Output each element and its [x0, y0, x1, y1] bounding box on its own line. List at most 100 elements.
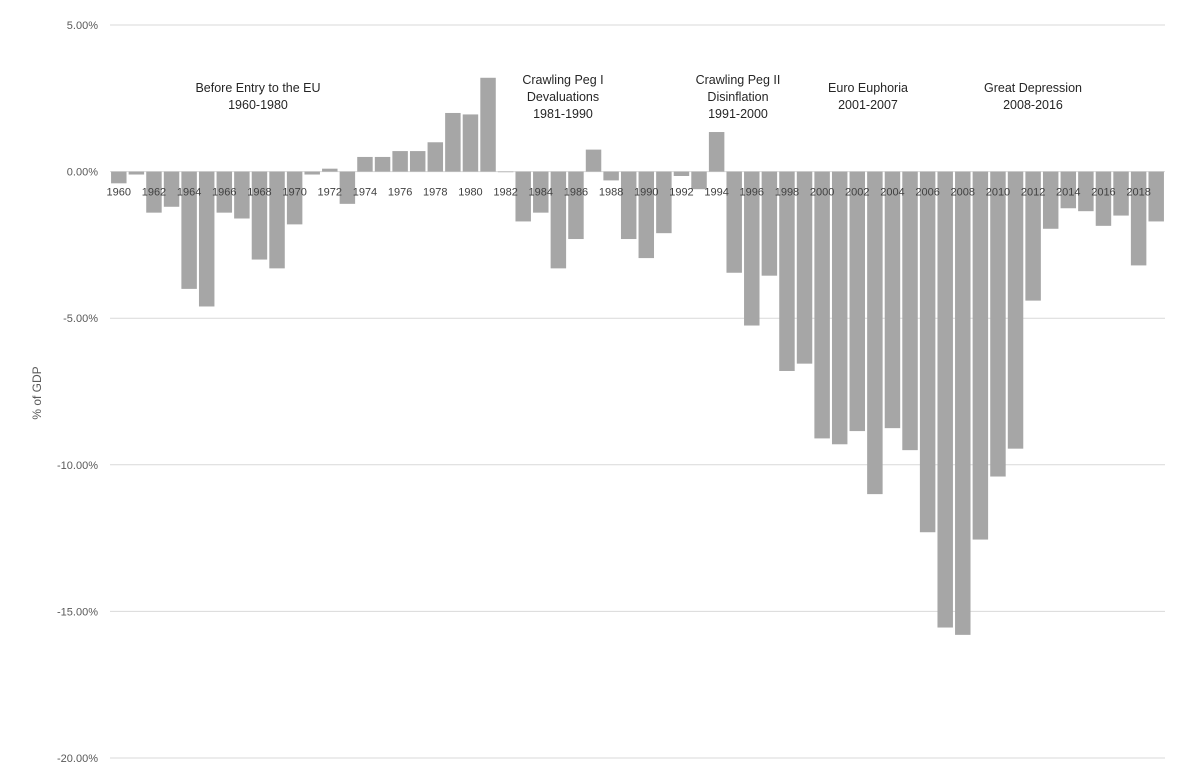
x-tick-label: 1960 — [107, 187, 131, 199]
bar-1998 — [779, 171, 795, 371]
x-tick-label: 1984 — [529, 187, 553, 199]
bar-1991 — [656, 171, 672, 234]
x-tick-label: 1990 — [634, 187, 658, 199]
x-tick-label: 2006 — [915, 187, 939, 199]
bar-1997 — [761, 171, 778, 276]
x-tick-label: 1972 — [318, 187, 342, 199]
x-tick-label: 1968 — [247, 187, 271, 199]
bar-1981 — [480, 77, 496, 172]
x-tick-label: 1966 — [212, 187, 236, 199]
bar-2008 — [955, 171, 971, 635]
bar-1980 — [462, 114, 479, 172]
bar-1962 — [146, 171, 162, 213]
bar-2014 — [1060, 171, 1077, 209]
bar-1992 — [673, 171, 690, 176]
bar-1982 — [497, 171, 514, 173]
bar-2001 — [831, 171, 848, 445]
x-tick-label: 2002 — [845, 187, 869, 199]
y-axis-label: % of GDP — [30, 366, 44, 419]
bar-1993 — [691, 171, 707, 190]
bar-1999 — [796, 171, 813, 364]
bar-1961 — [128, 171, 145, 175]
x-tick-label: 1978 — [423, 187, 447, 199]
bar-1964 — [181, 171, 197, 289]
x-tick-label: 1970 — [282, 187, 306, 199]
bar-1977 — [409, 151, 426, 172]
bar-1972 — [322, 168, 338, 172]
x-tick-label: 1964 — [177, 187, 201, 199]
x-tick-label: 1974 — [353, 187, 377, 199]
bar-1978 — [427, 142, 444, 172]
period-annotation: Great Depression 2008-2016 — [984, 81, 1082, 112]
bar-2005 — [902, 171, 918, 451]
bar-1989 — [620, 171, 637, 240]
bar-2009 — [972, 171, 989, 540]
bar-1960 — [111, 171, 127, 184]
bar-2017 — [1113, 171, 1129, 216]
bar-2007 — [937, 171, 953, 628]
bar-2016 — [1095, 171, 1112, 226]
bars — [111, 77, 1164, 635]
y-tick-label: -10.00% — [57, 460, 98, 472]
y-axis-ticks: 5.00% 0.00% -5.00% -10.00% -15.00% -20.00% — [57, 20, 98, 765]
bar-1966 — [216, 171, 233, 213]
x-tick-label: 1980 — [458, 187, 482, 199]
bar-1968 — [251, 171, 268, 260]
bar-1965 — [198, 171, 215, 307]
x-tick-label: 2010 — [986, 187, 1010, 199]
bar-2013 — [1042, 171, 1059, 229]
bar-1973 — [339, 171, 356, 204]
bar-1975 — [374, 156, 391, 172]
y-tick-label: -15.00% — [57, 606, 98, 618]
bar-1983 — [515, 171, 531, 222]
bar-1970 — [286, 171, 303, 225]
bar-1979 — [445, 112, 461, 172]
bar-1976 — [392, 151, 408, 172]
bar-2003 — [867, 171, 883, 495]
x-tick-label: 2014 — [1056, 187, 1080, 199]
x-tick-label: 2004 — [880, 187, 904, 199]
y-tick-label: -20.00% — [57, 753, 98, 765]
bar-1990 — [638, 171, 655, 259]
bar-1994 — [708, 132, 725, 172]
bar-1969 — [269, 171, 285, 269]
bar-2002 — [849, 171, 866, 432]
gridlines — [110, 24, 1165, 759]
bar-2018 — [1130, 171, 1147, 266]
x-tick-label: 1992 — [669, 187, 693, 199]
bar-1985 — [550, 171, 567, 269]
bar-1987 — [585, 149, 602, 172]
bar-2010 — [990, 171, 1006, 477]
bar-1996 — [744, 171, 760, 326]
x-tick-label: 1996 — [740, 187, 764, 199]
x-tick-label: 1988 — [599, 187, 623, 199]
y-tick-label: 5.00% — [67, 20, 98, 32]
period-annotation: Crawling Peg II Disinflation 1991-2000 — [696, 73, 781, 121]
x-tick-label: 1998 — [775, 187, 799, 199]
bar-2006 — [919, 171, 936, 533]
period-annotation: Crawling Peg I Devaluations 1981-1990 — [522, 73, 603, 121]
bar-2012 — [1025, 171, 1041, 301]
bar-1974 — [357, 156, 373, 172]
x-tick-label: 1976 — [388, 187, 412, 199]
bar-1995 — [726, 171, 742, 273]
bar-2000 — [814, 171, 830, 439]
bar-2011 — [1007, 171, 1024, 449]
bar-2004 — [884, 171, 901, 429]
bar-2019 — [1148, 171, 1164, 222]
x-tick-label: 1982 — [493, 187, 517, 199]
x-tick-label: 1962 — [142, 187, 166, 199]
x-tick-label: 1994 — [704, 187, 728, 199]
x-tick-label: 2016 — [1091, 187, 1115, 199]
y-tick-label: -5.00% — [63, 313, 98, 325]
bar-1986 — [568, 171, 584, 240]
period-annotations: Before Entry to the EU 1960-1980 Crawling … — [195, 73, 1082, 121]
bar-1971 — [304, 171, 320, 175]
x-tick-label: 2012 — [1021, 187, 1045, 199]
period-annotation: Euro Euphoria 2001-2007 — [828, 81, 908, 112]
x-tick-label: 1986 — [564, 187, 588, 199]
x-axis-ticks: 1960 1962 1964 1966 1968 1970 1972 1974 1976 1978… — [107, 187, 1151, 199]
x-tick-label: 2018 — [1126, 187, 1150, 199]
